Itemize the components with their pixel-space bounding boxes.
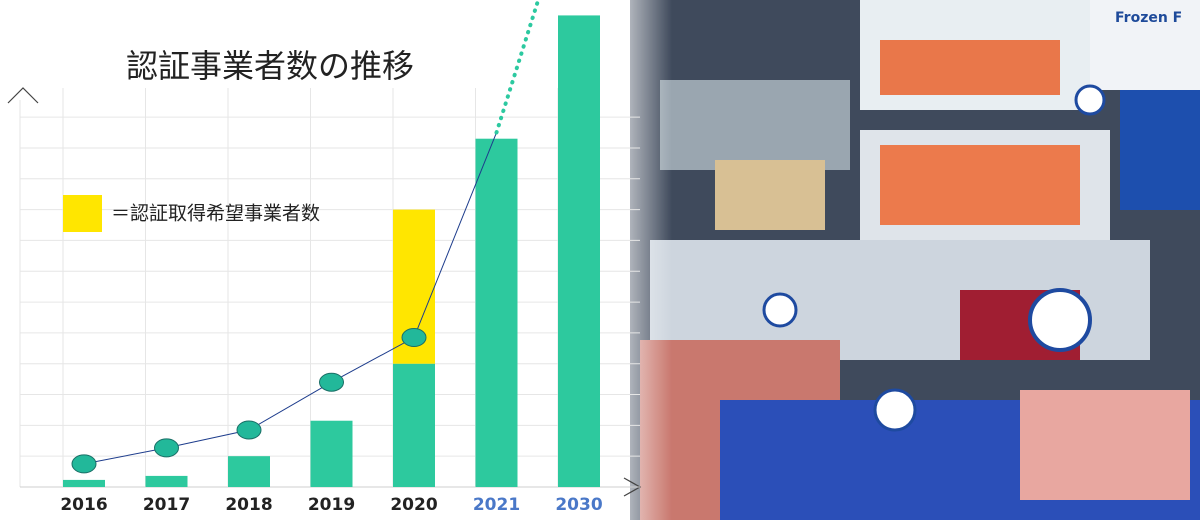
legend-label: ＝認証取得希望事業者数 — [111, 203, 320, 225]
x-tick-label: 2017 — [143, 495, 190, 515]
x-tick-label: 2020 — [390, 495, 437, 515]
line-marker — [154, 438, 179, 458]
line-marker — [401, 328, 427, 348]
bar — [310, 420, 353, 487]
chart-title: 認証事業者数の推移 — [126, 47, 414, 85]
line-marker — [236, 420, 262, 440]
line-marker — [71, 454, 97, 474]
x-tick-label: 2019 — [308, 495, 355, 515]
bar — [558, 15, 600, 488]
bar — [228, 456, 270, 487]
projection-line — [494, 0, 541, 135]
bar — [393, 363, 435, 487]
x-tick-label: 2018 — [225, 495, 272, 515]
photo: Frozen F — [600, 0, 1200, 520]
line-marker — [319, 372, 344, 392]
legend-swatch — [63, 195, 102, 232]
bar — [63, 479, 105, 487]
trend-line — [83, 132, 497, 465]
bar — [145, 475, 188, 487]
x-tick-label: 2016 — [60, 495, 107, 515]
x-tick-label: 2030 — [555, 495, 602, 515]
y-axis-arrow — [7, 87, 39, 104]
bar — [475, 138, 518, 488]
x-tick-label: 2021 — [473, 495, 520, 515]
